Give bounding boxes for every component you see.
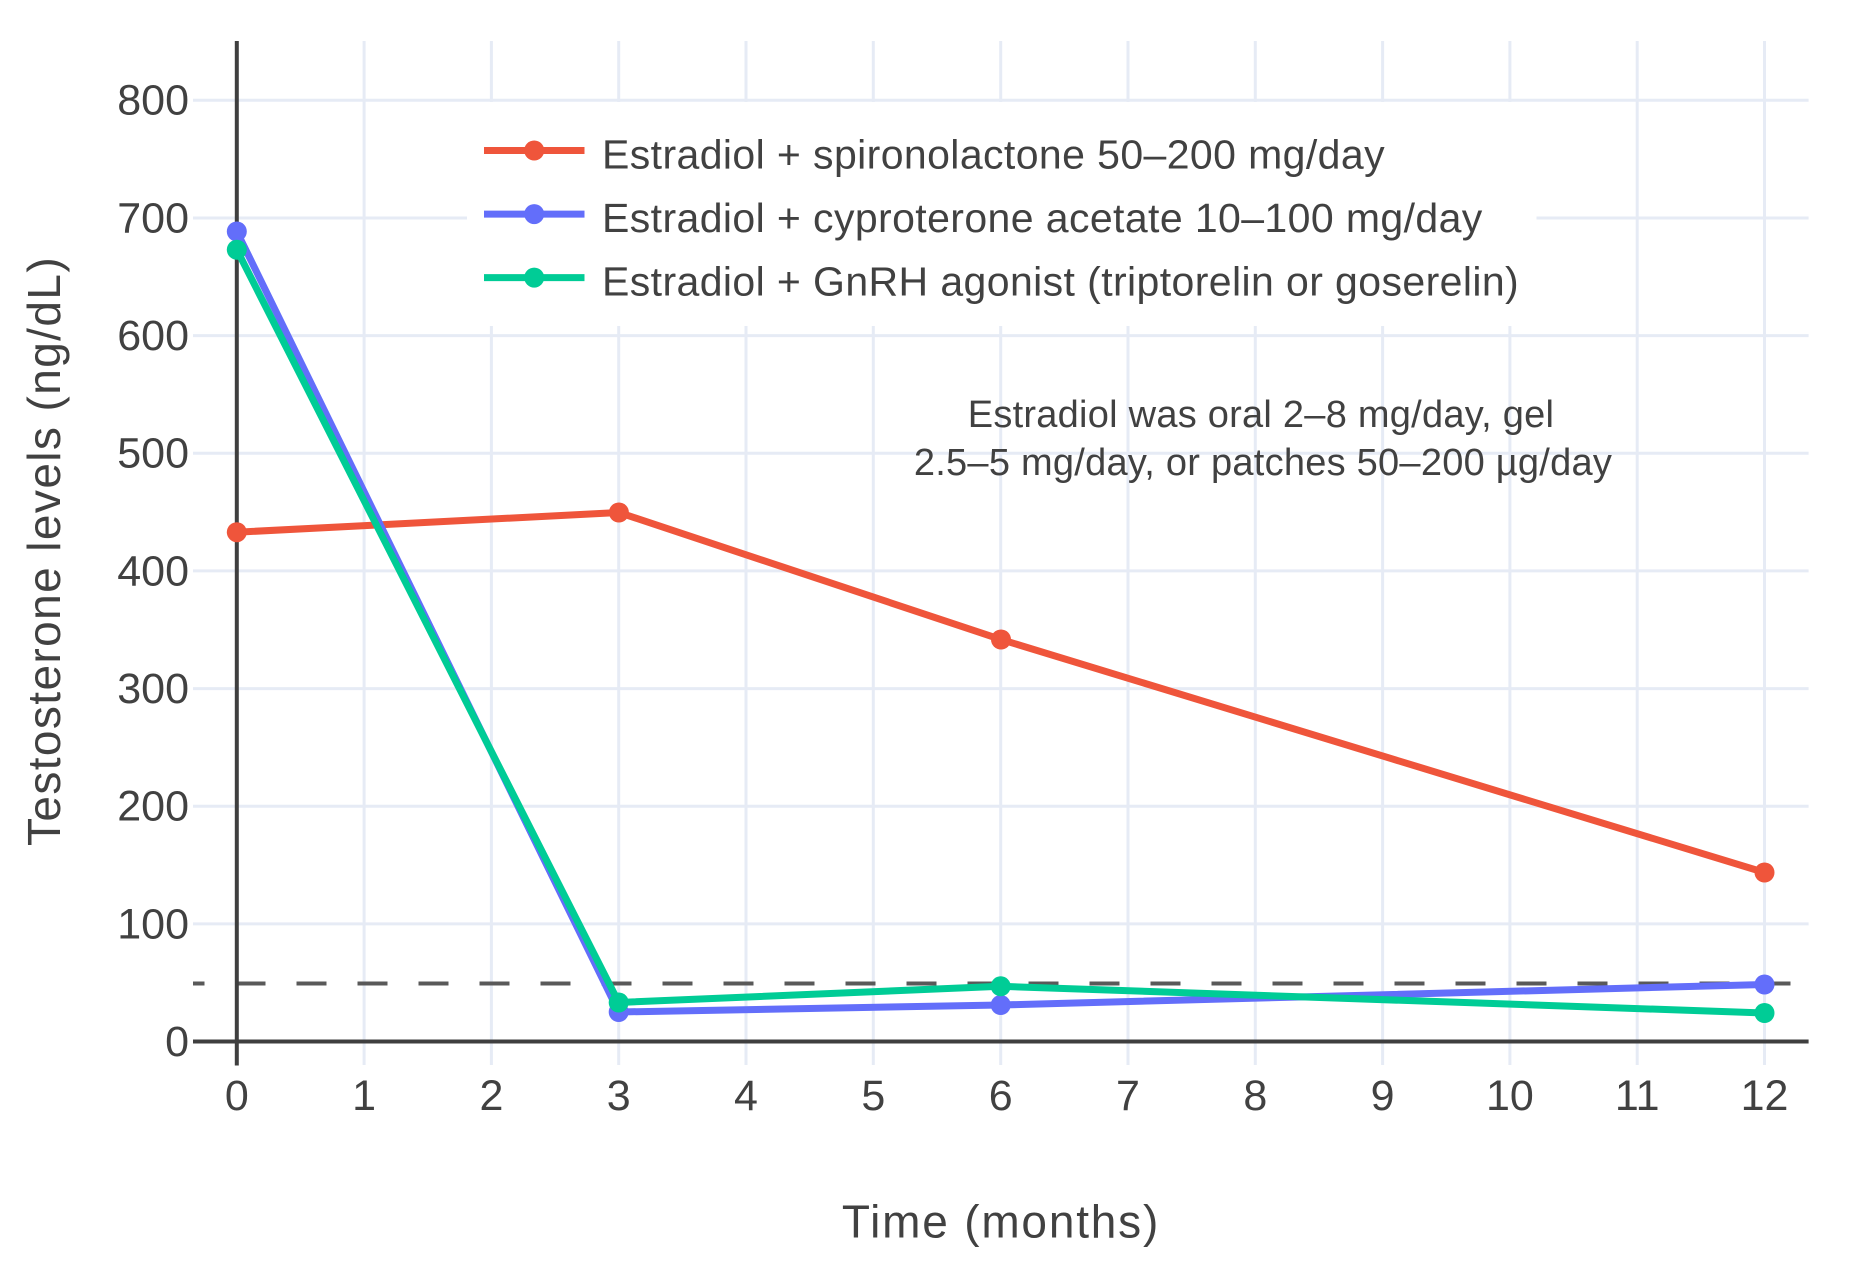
svg-text:800: 800 [117, 77, 189, 125]
svg-text:6: 6 [989, 1072, 1013, 1120]
svg-text:3: 3 [607, 1072, 631, 1120]
svg-text:200: 200 [117, 783, 189, 831]
svg-text:7: 7 [1116, 1072, 1140, 1120]
svg-text:10: 10 [1486, 1072, 1534, 1120]
svg-text:Estradiol + spironolactone 50–: Estradiol + spironolactone 50–200 mg/day [602, 131, 1385, 177]
svg-text:Estradiol + GnRH agonist (trip: Estradiol + GnRH agonist (triptorelin or… [602, 258, 1519, 304]
svg-text:12: 12 [1741, 1072, 1789, 1120]
svg-text:Time (months): Time (months) [842, 1196, 1160, 1248]
svg-text:700: 700 [117, 194, 189, 242]
svg-text:2.5–5 mg/day, or patches 50–20: 2.5–5 mg/day, or patches 50–200 µg/day [914, 442, 1612, 484]
svg-text:500: 500 [117, 430, 189, 478]
svg-text:1: 1 [352, 1072, 376, 1120]
svg-text:400: 400 [117, 547, 189, 595]
svg-text:Estradiol was oral 2–8 mg/day,: Estradiol was oral 2–8 mg/day, gel [968, 394, 1555, 436]
svg-text:4: 4 [734, 1072, 758, 1120]
svg-text:Testosterone levels (ng/dL): Testosterone levels (ng/dL) [18, 256, 70, 846]
svg-text:100: 100 [117, 900, 189, 948]
svg-text:600: 600 [117, 312, 189, 360]
svg-text:0: 0 [165, 1018, 189, 1066]
svg-text:5: 5 [861, 1072, 885, 1120]
svg-text:8: 8 [1243, 1072, 1267, 1120]
svg-text:300: 300 [117, 665, 189, 713]
svg-text:0: 0 [225, 1072, 249, 1120]
svg-text:2: 2 [479, 1072, 503, 1120]
svg-text:Estradiol + cyproterone acetat: Estradiol + cyproterone acetate 10–100 m… [602, 195, 1483, 241]
svg-text:9: 9 [1371, 1072, 1395, 1120]
svg-text:11: 11 [1615, 1072, 1660, 1120]
